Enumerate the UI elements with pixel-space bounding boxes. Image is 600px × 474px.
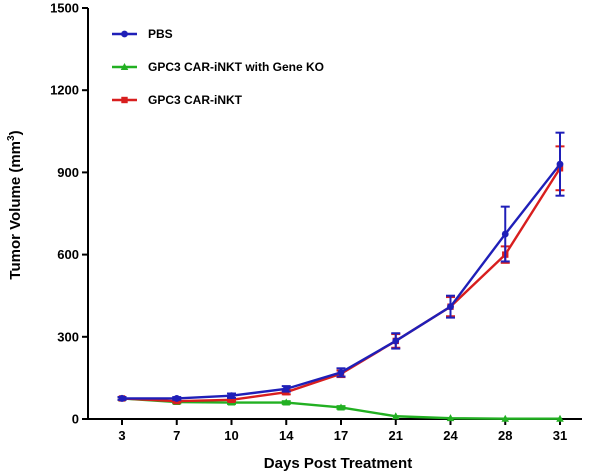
- x-tick-label: 17: [334, 428, 348, 443]
- x-tick-label: 7: [173, 428, 180, 443]
- data-point: [447, 303, 454, 311]
- x-axis-title: Days Post Treatment: [264, 455, 412, 472]
- legend-marker: [121, 96, 128, 104]
- x-tick-label: 31: [553, 428, 567, 443]
- data-point: [446, 414, 455, 422]
- legend-label: PBS: [148, 27, 173, 41]
- x-tick-label: 14: [279, 428, 294, 443]
- legend-label: GPC3 CAR-iNKT: [148, 93, 243, 107]
- data-point: [501, 230, 509, 238]
- y-tick-label: 300: [57, 329, 79, 344]
- x-tick-label: 10: [224, 428, 238, 443]
- x-tick-label: 28: [498, 428, 512, 443]
- legend-item-1: GPC3 CAR-iNKT with Gene KO: [112, 60, 324, 74]
- legend-label: GPC3 CAR-iNKT with Gene KO: [148, 60, 324, 74]
- x-tick-label: 24: [443, 428, 458, 443]
- data-point: [337, 403, 345, 411]
- series-0: [117, 131, 565, 402]
- y-tick-label: 1200: [50, 83, 79, 98]
- y-tick-label: 600: [57, 247, 79, 262]
- legend-item-0: PBS: [112, 27, 173, 41]
- data-point: [228, 396, 235, 404]
- legend: PBS GPC3 CAR-iNKT with Gene KO GPC3 CAR-iN…: [112, 27, 324, 107]
- data-point: [556, 414, 564, 422]
- data-point: [337, 369, 345, 376]
- x-tick-label: 3: [118, 428, 125, 443]
- y-tick-label: 1500: [50, 1, 79, 16]
- data-point: [501, 414, 510, 422]
- data-point: [173, 395, 181, 402]
- y-tick-label: 900: [57, 165, 79, 180]
- series-line: [121, 167, 562, 403]
- data-point: [391, 412, 400, 420]
- x-tick-label: 21: [389, 428, 403, 443]
- y-tick-label: 0: [72, 412, 79, 427]
- data-point: [392, 337, 400, 345]
- data-point: [556, 160, 564, 168]
- legend-marker: [121, 30, 128, 38]
- y-axis-title-close: ): [7, 130, 24, 135]
- legend-item-2: GPC3 CAR-iNKT: [112, 93, 243, 107]
- data-point: [118, 395, 126, 402]
- y-axis-title: Tumor Volume (mm3): [6, 130, 24, 279]
- legend-marker: [120, 63, 129, 70]
- series-line: [122, 163, 561, 400]
- series-2: [117, 145, 565, 405]
- data-point: [282, 385, 290, 393]
- y-axis-title-sup: 3: [6, 135, 17, 141]
- data-point: [282, 398, 291, 406]
- series-layer: [117, 131, 565, 422]
- axes: 0 300 600 900 1200 1500 3 7 10 14 17 21 24 28 31: [50, 1, 582, 443]
- y-axis-title-main: Tumor Volume (mm: [7, 141, 24, 280]
- data-point: [228, 392, 235, 400]
